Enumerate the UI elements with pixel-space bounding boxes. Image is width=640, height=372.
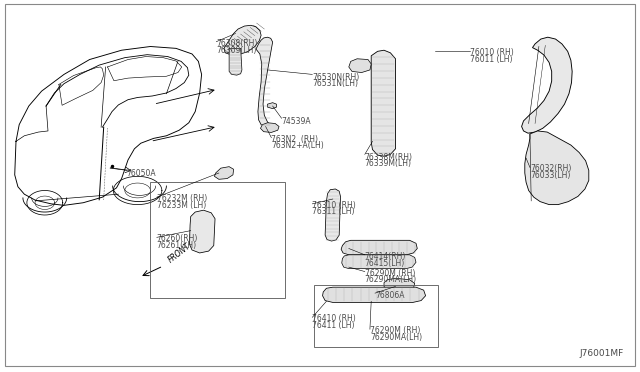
- Text: 76806A: 76806A: [375, 291, 404, 300]
- Text: 76310 (RH): 76310 (RH): [312, 201, 356, 210]
- Text: 76339M(LH): 76339M(LH): [365, 159, 412, 168]
- Text: 76050A: 76050A: [127, 169, 156, 178]
- Text: 76411 (LH): 76411 (LH): [312, 321, 355, 330]
- Text: 76410 (RH): 76410 (RH): [312, 314, 356, 323]
- Text: 76011 (LH): 76011 (LH): [470, 55, 513, 64]
- Polygon shape: [224, 25, 261, 55]
- Text: 76530N(RH): 76530N(RH): [312, 73, 360, 81]
- Text: 76290MA(LH): 76290MA(LH): [370, 333, 422, 341]
- Polygon shape: [341, 240, 417, 255]
- Polygon shape: [260, 123, 279, 132]
- Polygon shape: [371, 50, 396, 156]
- Text: 76033(LH): 76033(LH): [530, 171, 570, 180]
- Polygon shape: [189, 210, 215, 253]
- Text: 76261(LH): 76261(LH): [157, 241, 197, 250]
- Polygon shape: [268, 103, 276, 109]
- Text: 76232M (RH): 76232M (RH): [157, 194, 207, 203]
- Bar: [150, 182, 285, 298]
- Bar: [314, 285, 438, 347]
- Text: 76308(RH): 76308(RH): [216, 39, 258, 48]
- Polygon shape: [256, 37, 273, 126]
- Text: 76290MA(LH): 76290MA(LH): [365, 275, 417, 284]
- Text: 76233M (LH): 76233M (LH): [157, 201, 206, 209]
- Polygon shape: [384, 278, 415, 292]
- Text: 76290M (RH): 76290M (RH): [370, 326, 420, 335]
- Polygon shape: [229, 48, 242, 75]
- Text: 76290M (RH): 76290M (RH): [365, 269, 415, 278]
- Text: 76415(LH): 76415(LH): [365, 259, 405, 267]
- Polygon shape: [214, 167, 234, 179]
- Text: J76001MF: J76001MF: [580, 349, 624, 358]
- Polygon shape: [323, 287, 426, 302]
- Text: 76309(LH): 76309(LH): [216, 46, 257, 55]
- Text: FRONT: FRONT: [166, 241, 193, 264]
- Text: 763N2  (RH): 763N2 (RH): [271, 135, 318, 144]
- Text: 76338M(RH): 76338M(RH): [365, 153, 413, 161]
- Text: 763N2+A(LH): 763N2+A(LH): [271, 141, 324, 150]
- Polygon shape: [522, 37, 572, 133]
- Polygon shape: [525, 131, 589, 205]
- Text: 76010 (RH): 76010 (RH): [470, 48, 514, 57]
- Text: 76260(RH): 76260(RH): [157, 234, 198, 243]
- Polygon shape: [325, 189, 340, 241]
- Polygon shape: [342, 255, 416, 269]
- Text: 76531N(LH): 76531N(LH): [312, 79, 358, 88]
- Text: 76414(RH): 76414(RH): [365, 252, 406, 261]
- Text: 76032(RH): 76032(RH): [530, 164, 572, 173]
- Text: 76311 (LH): 76311 (LH): [312, 207, 355, 216]
- Polygon shape: [349, 59, 371, 73]
- Text: 74539A: 74539A: [282, 117, 311, 126]
